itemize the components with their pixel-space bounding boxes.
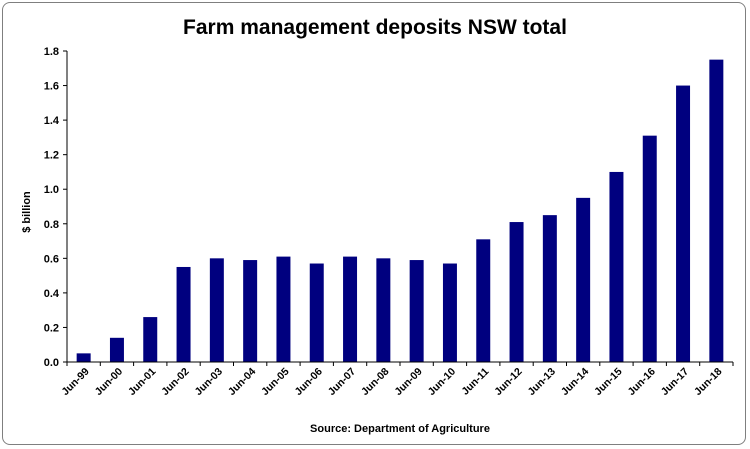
bar-jun-99 xyxy=(76,353,91,362)
x-tick-label: Jun-06 xyxy=(292,366,325,399)
y-tick-label: 0.2 xyxy=(44,322,59,334)
bars xyxy=(76,59,724,363)
x-tick-label: Jun-16 xyxy=(625,366,658,399)
bar-jun-11 xyxy=(476,239,491,362)
x-axis-label: Source: Department of Agriculture xyxy=(310,423,490,435)
x-tick-label: Jun-08 xyxy=(359,366,392,399)
bar-jun-05 xyxy=(276,256,291,362)
x-tick-label: Jun-12 xyxy=(492,366,525,399)
y-tick-label: 1.2 xyxy=(44,150,59,162)
x-tick-label: Jun-18 xyxy=(692,366,725,399)
bar-jun-06 xyxy=(309,263,324,362)
bar-jun-08 xyxy=(376,258,391,362)
y-tick-label: 0.6 xyxy=(44,253,59,265)
y-tick-label: 1.4 xyxy=(44,115,60,127)
bar-jun-09 xyxy=(409,260,424,362)
x-axis-ticks: Jun-99 Jun-00 Jun-01 Jun-02 Jun-03 Jun-04 Jun-… xyxy=(59,362,734,399)
y-tick-label: 0.4 xyxy=(44,288,60,300)
x-tick-label: Jun-15 xyxy=(592,366,625,399)
y-tick-label: 0.8 xyxy=(44,219,59,231)
x-tick-label: Jun-17 xyxy=(659,366,692,399)
bar-jun-10 xyxy=(442,263,457,362)
y-axis-label: $ billion xyxy=(21,191,33,233)
x-tick-label: Jun-11 xyxy=(459,366,491,398)
bar-jun-18 xyxy=(709,59,724,363)
y-tick-label: 1.6 xyxy=(44,81,59,93)
y-tick-label: 1.0 xyxy=(44,184,59,196)
x-tick-label: Jun-10 xyxy=(426,366,459,399)
bar-jun-07 xyxy=(343,256,358,362)
x-tick-label: Jun-07 xyxy=(326,366,359,399)
bar-jun-01 xyxy=(143,317,158,362)
y-tick-label: 1.8 xyxy=(44,46,59,58)
x-tick-label: Jun-04 xyxy=(226,366,259,399)
x-tick-label: Jun-00 xyxy=(93,366,126,399)
x-tick-label: Jun-09 xyxy=(392,366,425,399)
bar-jun-14 xyxy=(576,197,591,362)
x-tick-label: Jun-14 xyxy=(559,366,592,399)
x-tick-label: Jun-13 xyxy=(526,366,559,399)
bar-jun-15 xyxy=(609,171,624,362)
y-axis-ticks: 0.0 0.2 0.4 0.6 0.8 1.0 1.2 1.4 1.6 1.8 xyxy=(44,46,67,369)
x-tick-label: Jun-01 xyxy=(126,366,159,399)
bar-jun-02 xyxy=(176,266,191,362)
y-tick-label: 0.0 xyxy=(44,357,59,369)
x-tick-label: Jun-99 xyxy=(59,366,92,399)
chart-title: Farm management deposits NSW total xyxy=(183,16,567,39)
x-tick-label: Jun-05 xyxy=(259,366,292,399)
x-tick-label: Jun-03 xyxy=(193,366,226,399)
bar-jun-04 xyxy=(243,260,258,362)
bar-jun-16 xyxy=(642,135,657,362)
bar-jun-17 xyxy=(676,85,691,363)
bar-jun-12 xyxy=(509,222,524,362)
bar-jun-13 xyxy=(542,215,557,362)
x-tick-label: Jun-02 xyxy=(159,366,192,399)
bar-jun-03 xyxy=(209,258,224,362)
bar-jun-00 xyxy=(109,337,124,362)
